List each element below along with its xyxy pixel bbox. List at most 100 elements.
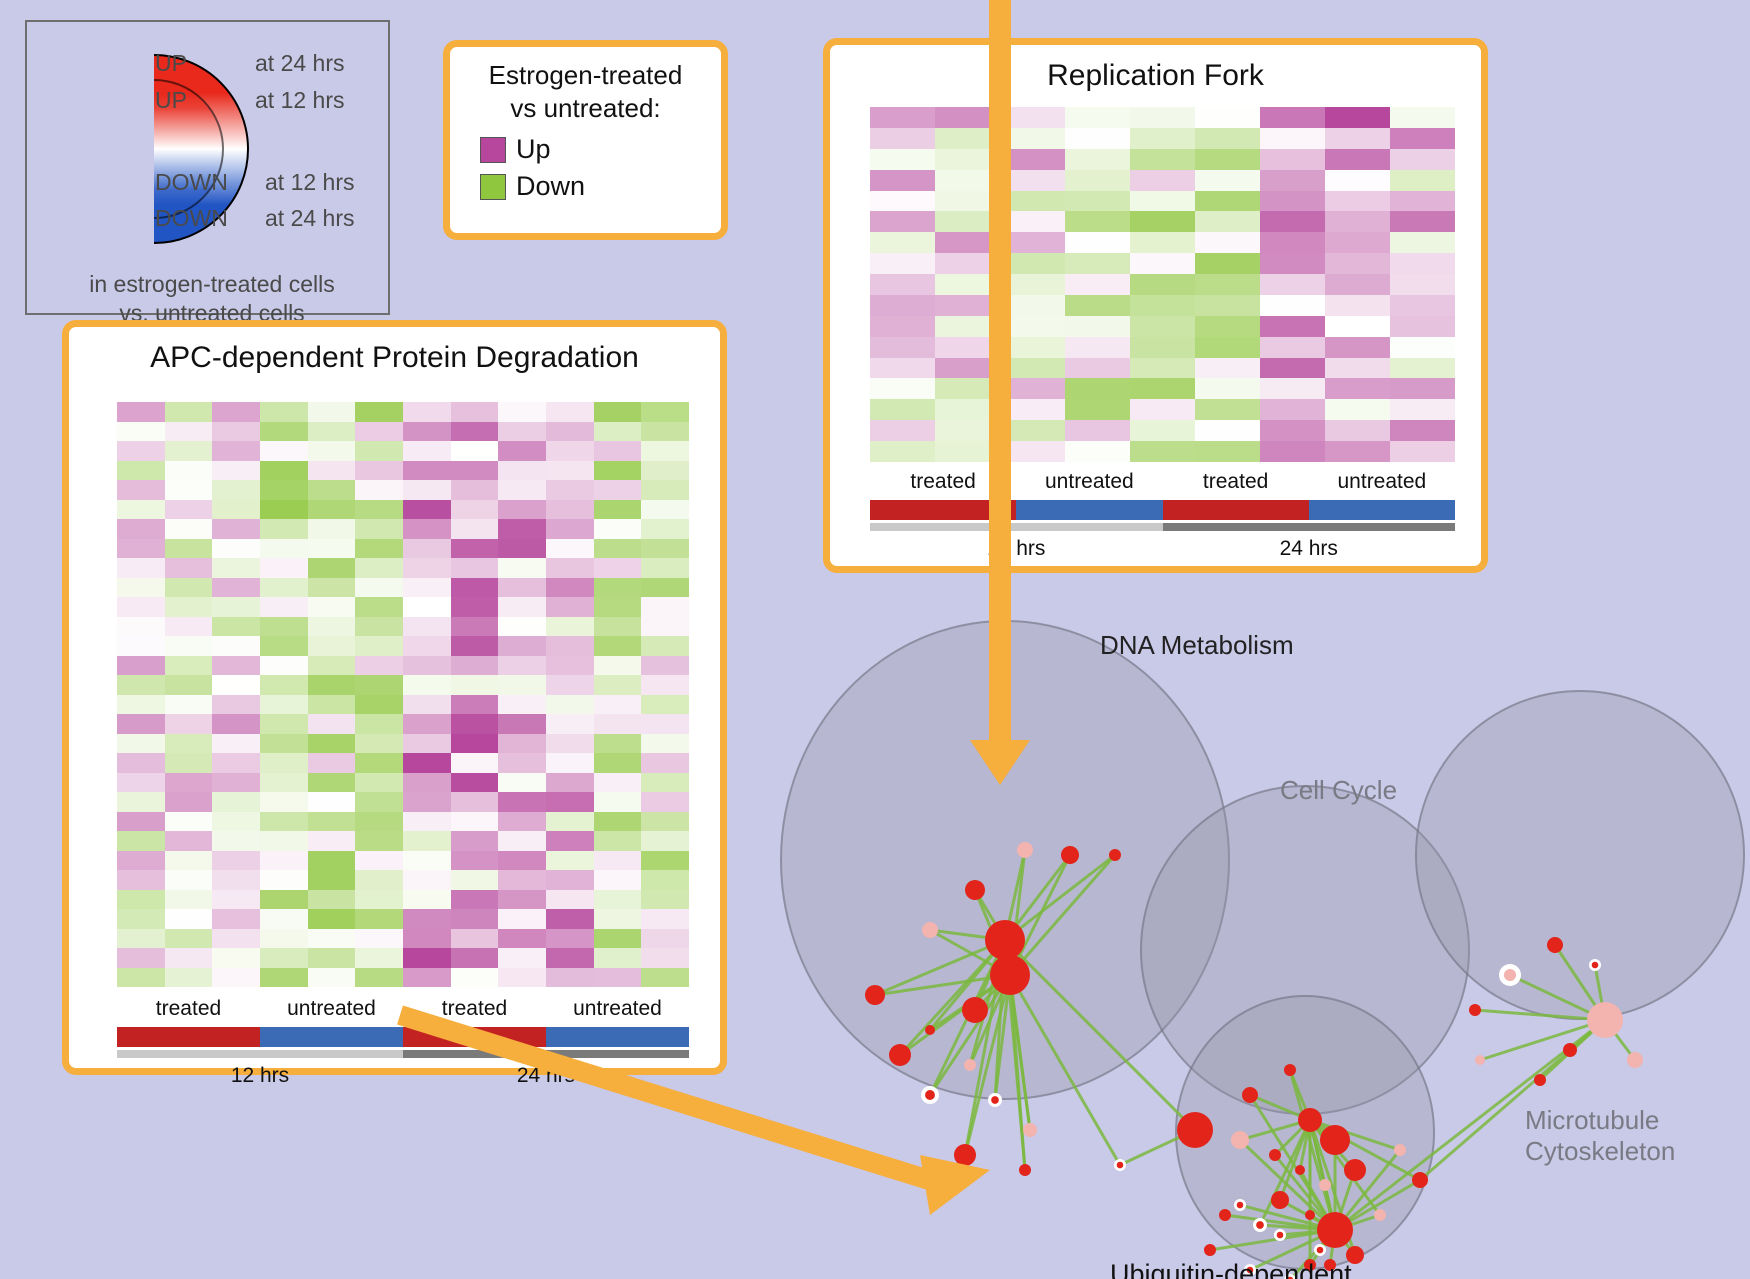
heatmap-cell xyxy=(641,500,689,520)
heatmap-cell xyxy=(641,461,689,481)
heatmap-cell xyxy=(165,597,213,617)
heatmap-cell xyxy=(212,851,260,871)
heatmap-cell xyxy=(1130,232,1195,253)
heatmap-cell xyxy=(498,695,546,715)
heatmap-cell xyxy=(641,831,689,851)
heatmap-cell xyxy=(165,461,213,481)
heatmap-cell xyxy=(546,461,594,481)
heatmap-cell xyxy=(641,968,689,988)
heatmap-cell xyxy=(1325,378,1390,399)
heatmap-cell xyxy=(594,890,642,910)
heatmap-cell xyxy=(165,909,213,929)
heatmap-cell xyxy=(308,890,356,910)
heatmap-cell xyxy=(1390,378,1455,399)
heatmap-cell xyxy=(403,441,451,461)
heatmap-cell xyxy=(308,851,356,871)
heatmap-cell xyxy=(498,461,546,481)
heatmap-cell xyxy=(117,636,165,656)
heatmap-cell xyxy=(260,831,308,851)
heatmap-cell xyxy=(260,948,308,968)
heatmap-cell xyxy=(403,968,451,988)
heatmap-cell xyxy=(594,578,642,598)
heatmap-cell xyxy=(498,773,546,793)
heatmap-cell xyxy=(1325,337,1390,358)
heatmap-cell xyxy=(594,519,642,539)
heatmap-cell xyxy=(498,656,546,676)
heatmap-cell xyxy=(355,656,403,676)
heatmap-cell xyxy=(260,695,308,715)
estrogen-legend-item-down: Down xyxy=(480,171,721,202)
heatmap-cell xyxy=(1195,295,1260,316)
heatmap-cell xyxy=(212,441,260,461)
heatmap-cell xyxy=(403,422,451,442)
heatmap-cell xyxy=(308,597,356,617)
heatmap-cell xyxy=(1130,191,1195,212)
heatmap-cell xyxy=(117,461,165,481)
heatmap-cell xyxy=(117,617,165,637)
heatmap-cell xyxy=(1195,191,1260,212)
heatmap-cell xyxy=(1195,378,1260,399)
heatmap-cell xyxy=(117,968,165,988)
heatmap-cell xyxy=(165,773,213,793)
heatmap-cell xyxy=(1195,441,1260,462)
heatmap-cell xyxy=(1325,191,1390,212)
heatmap-cell xyxy=(870,107,935,128)
heatmap-cell xyxy=(1390,128,1455,149)
heatmap-cell xyxy=(451,422,499,442)
estrogen-legend-panel: Estrogen-treated vs untreated: Up Down xyxy=(443,40,728,240)
updown-label-up12: UP xyxy=(155,87,187,114)
heatmap-cell xyxy=(355,734,403,754)
heatmap-cell xyxy=(546,792,594,812)
heatmap-cell xyxy=(212,500,260,520)
heatmap-cell xyxy=(117,870,165,890)
heatmap-cell xyxy=(1130,107,1195,128)
heatmap-cell xyxy=(498,402,546,422)
heatmap-cell xyxy=(260,480,308,500)
heatmap-cell xyxy=(403,695,451,715)
heatmap-cell xyxy=(308,812,356,832)
heatmap-cell xyxy=(355,519,403,539)
heatmap-cell xyxy=(641,948,689,968)
heatmap-cell xyxy=(1195,170,1260,191)
heatmap-cell xyxy=(1390,232,1455,253)
heatmap-cell xyxy=(546,597,594,617)
heatmap-cell xyxy=(1325,295,1390,316)
heatmap-cell xyxy=(308,461,356,481)
heatmap-cell xyxy=(546,714,594,734)
heatmap-cell xyxy=(546,441,594,461)
heatmap-cell xyxy=(1260,420,1325,441)
heatmap-cell xyxy=(1390,337,1455,358)
heatmap-cell xyxy=(1390,420,1455,441)
heatmap-cell xyxy=(117,773,165,793)
heatmap-cell xyxy=(308,675,356,695)
heatmap-cell xyxy=(641,617,689,637)
heatmap-cell xyxy=(546,519,594,539)
heatmap-cell xyxy=(117,929,165,949)
heatmap-cell xyxy=(308,929,356,949)
heatmap-cell xyxy=(1065,337,1130,358)
heatmap-cell xyxy=(260,597,308,617)
heatmap-cell xyxy=(165,656,213,676)
heatmap-cell xyxy=(1065,253,1130,274)
heatmap-cell xyxy=(117,597,165,617)
heatmap-cell xyxy=(1390,274,1455,295)
heatmap-cell xyxy=(498,578,546,598)
heatmap-cell xyxy=(594,929,642,949)
replication-fork-panel: Replication Fork treated untreated treat… xyxy=(823,38,1488,573)
heatmap-cell xyxy=(260,617,308,637)
heatmap-cell xyxy=(641,636,689,656)
heatmap-cell xyxy=(870,274,935,295)
heatmap-cell xyxy=(355,890,403,910)
heatmap-cell xyxy=(1260,274,1325,295)
heatmap-cell xyxy=(212,636,260,656)
heatmap-cell xyxy=(165,812,213,832)
heatmap-cell xyxy=(641,773,689,793)
up-color-swatch xyxy=(480,137,506,163)
heatmap-cell xyxy=(1260,149,1325,170)
heatmap-cell xyxy=(403,480,451,500)
heatmap-cell xyxy=(117,441,165,461)
heatmap-cell xyxy=(594,792,642,812)
updown-time-up24: at 24 hrs xyxy=(255,50,345,77)
heatmap-cell xyxy=(212,773,260,793)
heatmap-cell xyxy=(212,578,260,598)
